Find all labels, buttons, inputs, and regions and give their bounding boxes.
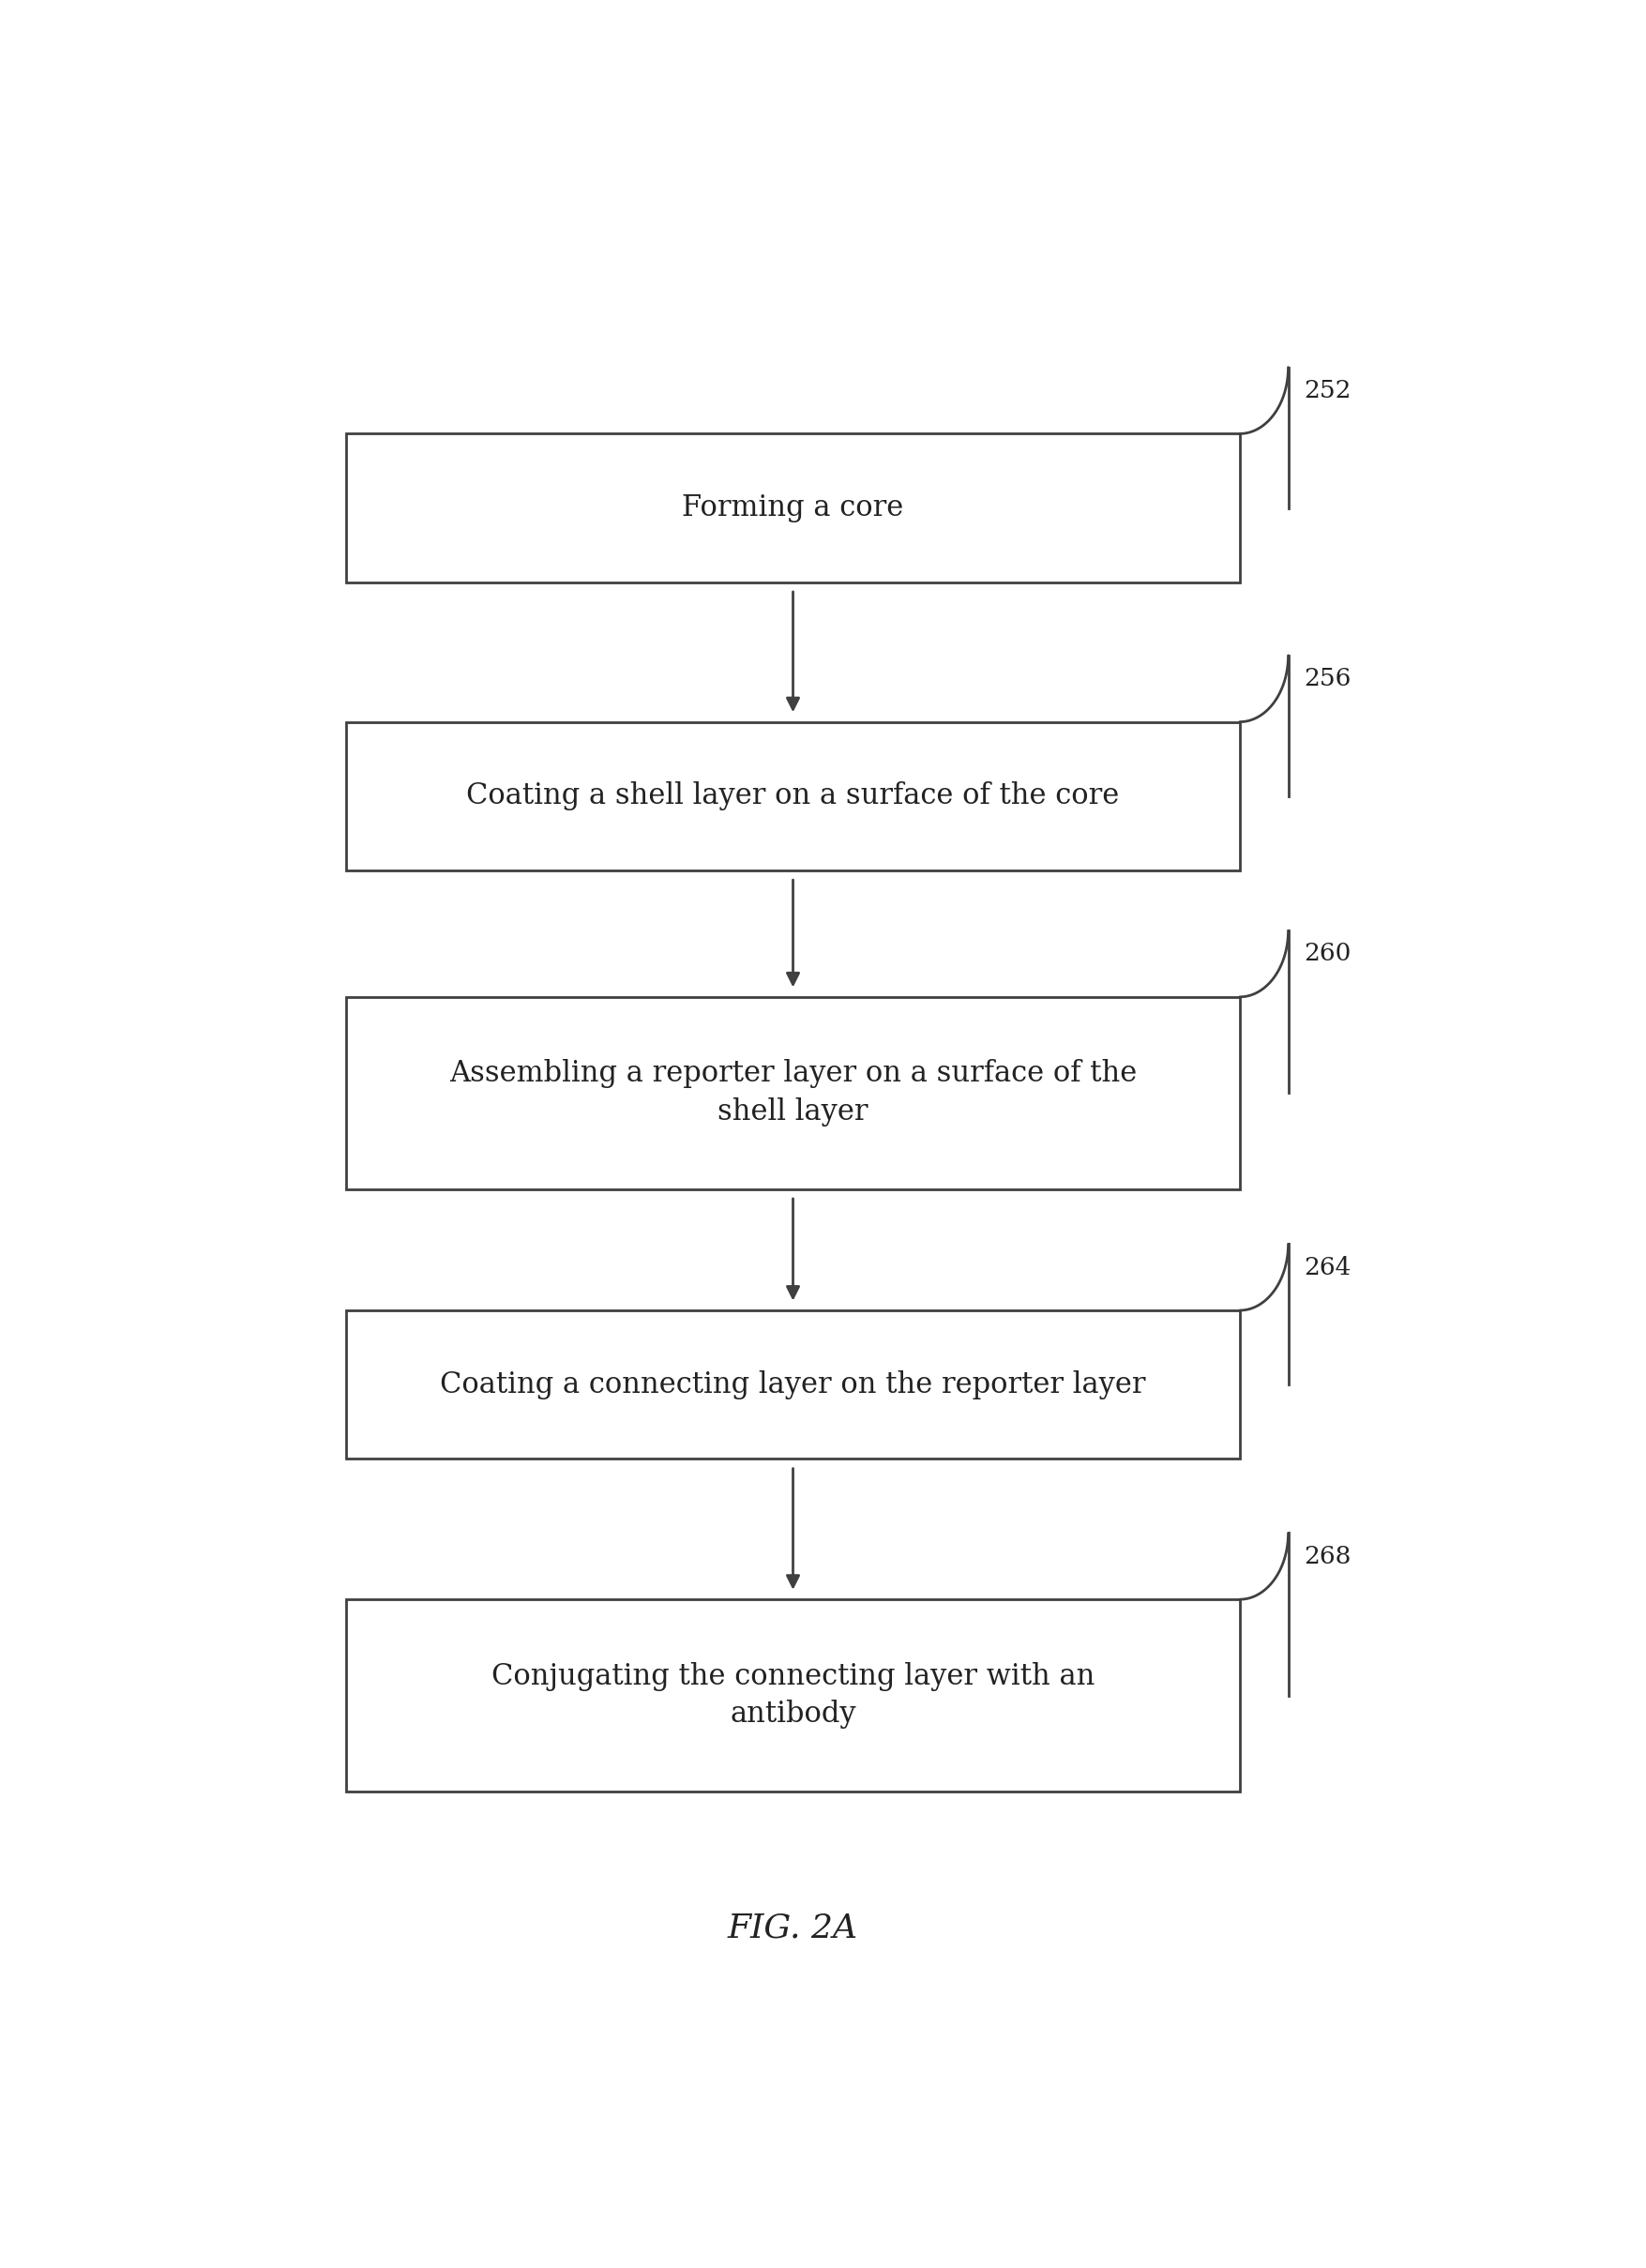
Text: 260: 260 xyxy=(1304,941,1350,966)
FancyBboxPatch shape xyxy=(346,433,1239,583)
FancyBboxPatch shape xyxy=(346,721,1239,871)
FancyBboxPatch shape xyxy=(346,1311,1239,1458)
Text: Conjugating the connecting layer with an
antibody: Conjugating the connecting layer with an… xyxy=(491,1662,1095,1728)
Text: 256: 256 xyxy=(1304,667,1350,689)
Text: 252: 252 xyxy=(1304,379,1350,401)
FancyBboxPatch shape xyxy=(346,1599,1239,1792)
Text: Coating a shell layer on a surface of the core: Coating a shell layer on a surface of th… xyxy=(466,782,1119,810)
FancyBboxPatch shape xyxy=(346,998,1239,1188)
Text: 264: 264 xyxy=(1304,1256,1350,1279)
Text: Coating a connecting layer on the reporter layer: Coating a connecting layer on the report… xyxy=(439,1370,1146,1399)
Text: Forming a core: Forming a core xyxy=(681,494,904,522)
Text: Assembling a reporter layer on a surface of the
shell layer: Assembling a reporter layer on a surface… xyxy=(449,1059,1136,1127)
Text: 268: 268 xyxy=(1304,1545,1350,1567)
Text: FIG. 2A: FIG. 2A xyxy=(728,1912,858,1944)
